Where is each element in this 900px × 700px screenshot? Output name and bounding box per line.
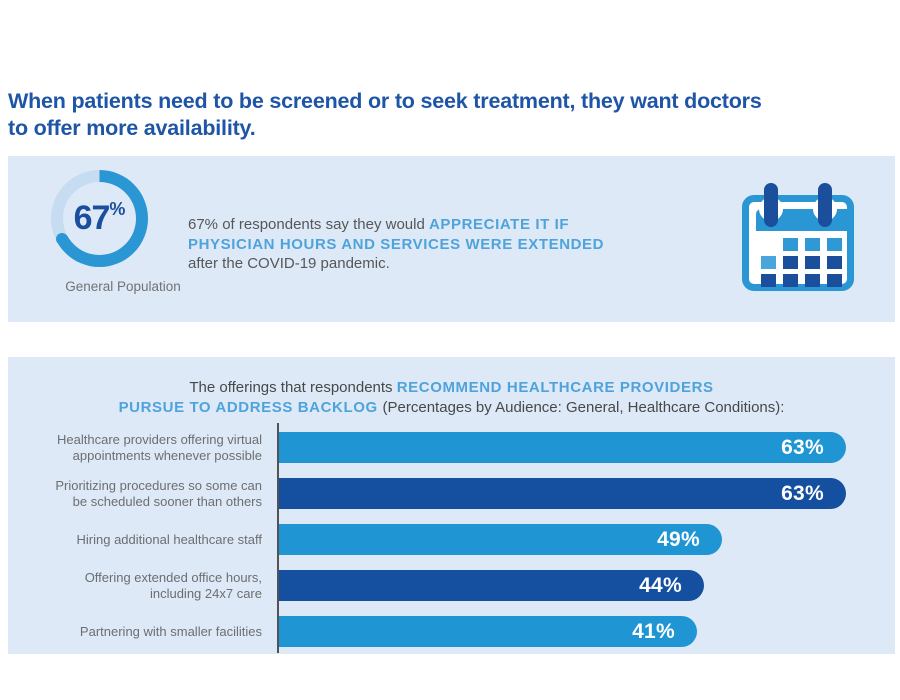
donut-arc-end — [56, 232, 69, 245]
chart-row-label: Partnering with smaller facilities — [79, 623, 262, 639]
chart-row-label: Offering extended office hours, including… — [84, 570, 262, 601]
calendar-grid-cell — [827, 238, 842, 251]
calendar-grid-cell — [805, 256, 820, 269]
calendar-grid-cell — [805, 238, 820, 251]
chart-row: Prioritizing procedures so some can be sc… — [8, 478, 895, 509]
calendar-grid-cell — [761, 274, 776, 287]
donut-ring: 67% — [51, 170, 148, 267]
chart-row-label: Hiring additional healthcare staff — [76, 531, 263, 547]
calendar-grid-cell — [827, 274, 842, 287]
chart-bar: 63% — [279, 478, 846, 509]
donut-percent-sign: % — [109, 199, 126, 219]
chart-row: Hiring additional healthcare staff 49% — [8, 524, 895, 555]
chart-title-highlight-1: RECOMMEND HEALTHCARE PROVIDERS — [396, 379, 714, 396]
chart-bar: 44% — [279, 570, 704, 601]
chart-row: Healthcare providers offering virtual app… — [8, 432, 895, 463]
chart-bar-value: 49% — [657, 527, 700, 551]
chart-bar: 49% — [279, 524, 722, 555]
chart-title-gray-1: The offerings that respondents — [189, 379, 397, 396]
calendar-grid-cell — [827, 256, 842, 269]
stat-text-gray-2: after the COVID-19 pandemic. — [188, 255, 390, 272]
chart-row-label: Prioritizing procedures so some can be sc… — [55, 478, 262, 509]
stat-text-gray-1: 67% of respondents say they would — [188, 216, 429, 233]
chart-bar-value: 44% — [639, 573, 682, 597]
calendar-ring-right — [818, 183, 832, 227]
donut-label: General Population — [65, 279, 181, 294]
bar-chart: Healthcare providers offering virtual app… — [8, 357, 895, 654]
chart-row: Offering extended office hours, including… — [8, 570, 895, 601]
stat-paragraph: 67% of respondents say they would APPREC… — [188, 215, 604, 274]
chart-bar-value: 63% — [781, 435, 824, 459]
stat-text-highlight-2: PHYSICIAN HOURS AND SERVICES WERE EXTEND… — [188, 235, 605, 253]
chart-title-highlight-2: PURSUE TO ADDRESS BACKLOG — [118, 399, 383, 416]
chart-axis-line — [277, 423, 279, 653]
calendar-ring-left — [764, 183, 778, 227]
chart-bar: 63% — [279, 432, 846, 463]
stat-text-highlight-1: APPRECIATE IT IF — [428, 216, 570, 233]
calendar-icon — [734, 183, 864, 293]
chart-bar-value: 41% — [632, 619, 675, 643]
stat-panel: 67% General Population 67% of respondent… — [8, 156, 895, 322]
calendar-grid-cell — [761, 256, 776, 269]
calendar-grid-cell — [783, 256, 798, 269]
donut-center: 67% — [63, 182, 136, 255]
chart-bar: 41% — [279, 616, 697, 647]
page-title-line2: to offer more availability. — [8, 116, 256, 140]
chart-bar-value: 63% — [781, 481, 824, 505]
page-title: When patients need to be screened or to … — [8, 88, 762, 142]
calendar-grid-cell — [783, 238, 798, 251]
calendar-grid-cell — [805, 274, 820, 287]
page-title-line1: When patients need to be screened or to … — [8, 89, 762, 113]
chart-title: The offerings that respondents RECOMMEND… — [8, 378, 895, 418]
chart-title-gray-2: (Percentages by Audience: General, Healt… — [382, 399, 785, 416]
chart-row-label: Healthcare providers offering virtual app… — [57, 432, 262, 463]
chart-row: Partnering with smaller facilities 41% — [8, 616, 895, 647]
donut-value: 67 — [73, 199, 111, 237]
donut-chart: 67% General Population — [43, 170, 218, 294]
calendar-grid-cell — [783, 274, 798, 287]
chart-panel: The offerings that respondents RECOMMEND… — [8, 357, 895, 654]
